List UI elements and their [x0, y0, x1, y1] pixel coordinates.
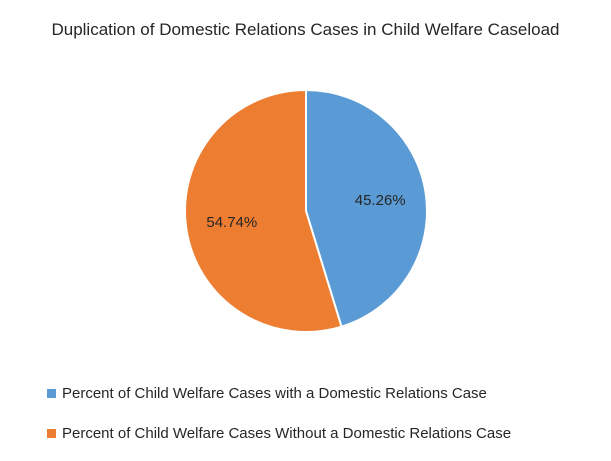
legend: Percent of Child Welfare Cases with a Do… — [47, 380, 511, 460]
legend-swatch-without — [47, 428, 56, 438]
legend-item-with: Percent of Child Welfare Cases with a Do… — [47, 380, 511, 406]
pie-slice-without — [183, 88, 343, 333]
legend-label-without: Percent of Child Welfare Cases Without a… — [62, 424, 512, 442]
chart-title: Duplication of Domestic Relations Cases … — [51, 20, 560, 39]
legend-label-with: Percent of Child Welfare Cases with a Do… — [62, 384, 487, 402]
slice-label-without: 54.74% — [206, 214, 257, 231]
legend-item-without: Percent of Child Welfare Cases Without a… — [47, 420, 511, 446]
legend-swatch-with — [47, 388, 56, 398]
slice-label-with: 45.26% — [355, 192, 406, 209]
pie-slice-with — [305, 88, 428, 328]
